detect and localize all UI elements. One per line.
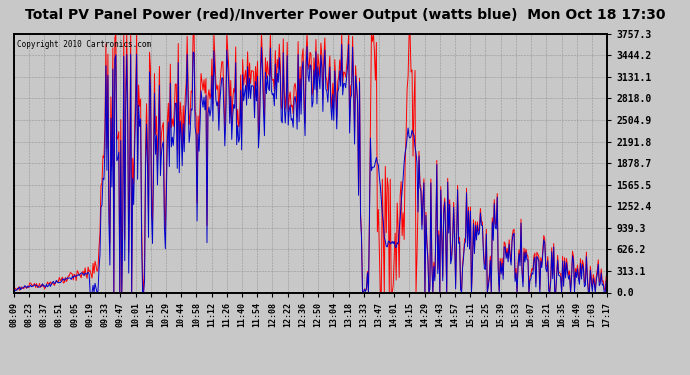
Text: Total PV Panel Power (red)/Inverter Power Output (watts blue)  Mon Oct 18 17:30: Total PV Panel Power (red)/Inverter Powe… bbox=[25, 8, 665, 21]
Text: Copyright 2010 Cartronics.com: Copyright 2010 Cartronics.com bbox=[17, 40, 151, 49]
